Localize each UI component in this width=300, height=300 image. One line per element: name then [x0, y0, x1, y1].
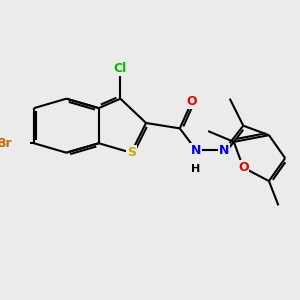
Text: H: H: [191, 164, 201, 174]
Text: O: O: [238, 161, 249, 174]
Text: Cl: Cl: [114, 62, 127, 76]
Text: Br: Br: [0, 137, 12, 150]
Text: S: S: [127, 146, 136, 159]
Text: N: N: [191, 143, 201, 157]
Text: O: O: [187, 95, 197, 108]
Text: N: N: [219, 143, 230, 157]
